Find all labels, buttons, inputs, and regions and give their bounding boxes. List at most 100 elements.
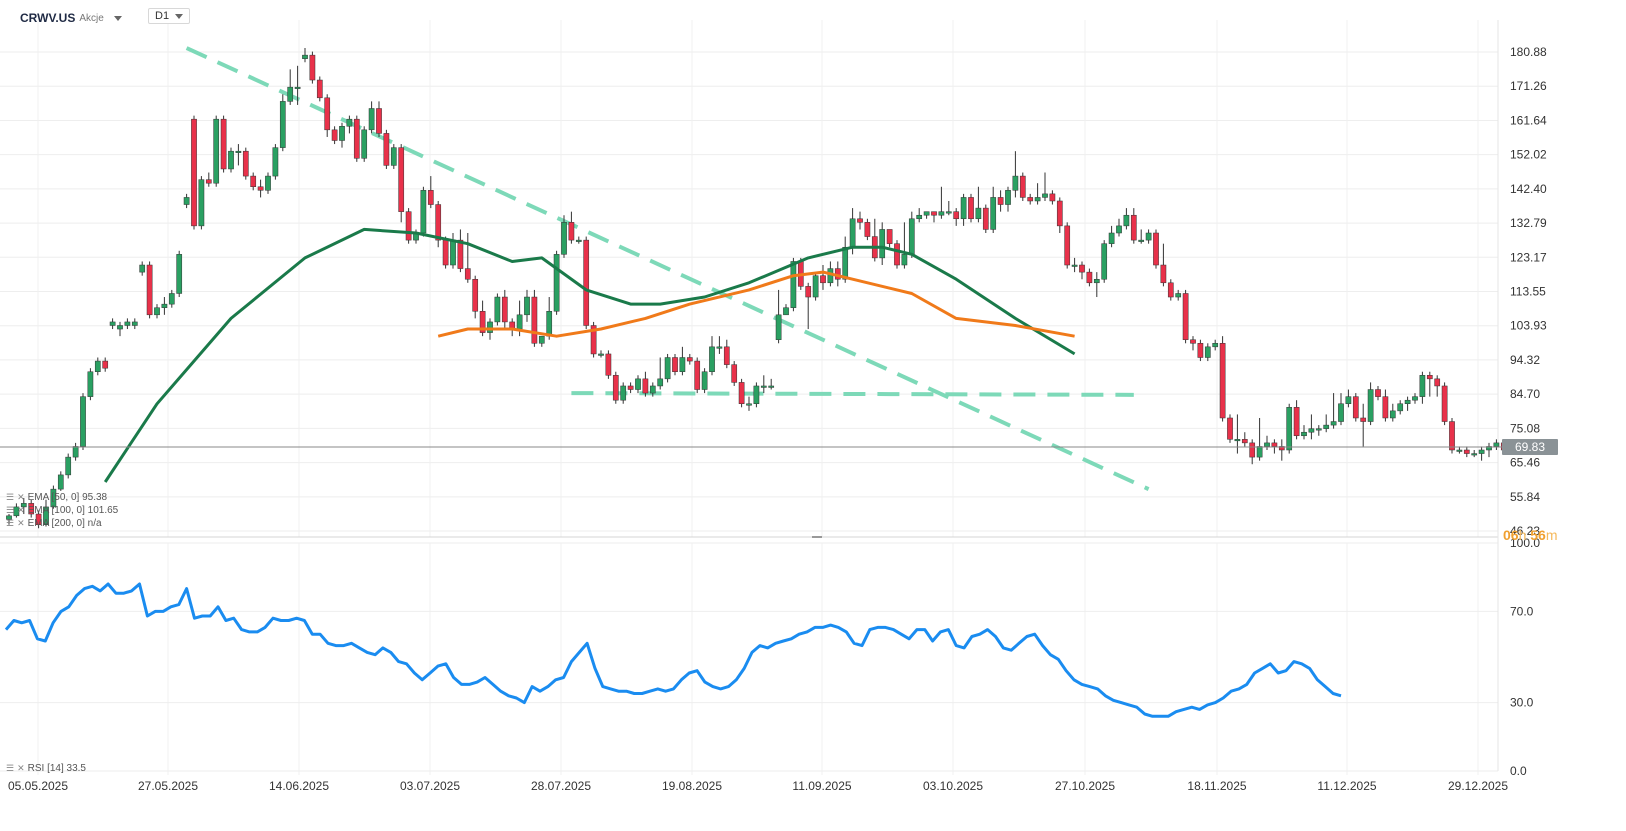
candle-body — [1227, 417, 1233, 440]
candle-body — [716, 346, 723, 349]
ema50-line — [103, 227, 1076, 483]
settings-icon[interactable]: ☰ — [6, 492, 15, 502]
candle-body — [272, 147, 279, 177]
candle-body — [346, 118, 353, 127]
candle-body — [154, 307, 160, 316]
candle-body — [1116, 225, 1122, 234]
candle-body — [457, 239, 464, 269]
candle-body — [938, 211, 945, 216]
candle-body — [1360, 417, 1367, 422]
legend-ema50-label: EMA [50, 0] 95.38 — [27, 492, 108, 503]
legend-rsi: ☰ ✕ RSI [14] 33.5 — [6, 763, 86, 774]
candle-body — [1419, 375, 1426, 397]
trendline-descending[interactable] — [185, 46, 1150, 491]
candle-body — [923, 211, 930, 216]
candle-body — [464, 268, 471, 280]
candle-body — [524, 296, 530, 316]
date-tick-label: 05.05.2025 — [8, 779, 68, 793]
symbol-name: CRWV.US — [20, 11, 76, 25]
candle-body — [731, 364, 738, 383]
settings-icon[interactable]: ☰ — [6, 518, 15, 528]
candle-body — [768, 385, 775, 388]
candle-body — [87, 371, 94, 397]
trendline-support-resistance[interactable] — [571, 391, 1134, 397]
candle-body — [28, 503, 35, 515]
candle-body — [191, 118, 197, 227]
legend-rsi-label: RSI [14] 33.5 — [27, 763, 86, 774]
candle-body — [1375, 389, 1381, 397]
candle-body — [894, 243, 900, 266]
price-tick-label: 65.46 — [1510, 456, 1540, 470]
candle-body — [1175, 293, 1182, 298]
candle-body — [1056, 200, 1063, 227]
legend-ema100: ☰ ✕ EMA [100, 0] 101.65 — [6, 505, 118, 516]
candle-body — [657, 378, 664, 387]
timeframe-selector[interactable]: D1 — [148, 8, 190, 24]
rsi-tick-label: 100.0 — [1510, 536, 1540, 550]
price-tick-label: 132.79 — [1510, 216, 1547, 230]
settings-icon[interactable]: ☰ — [6, 505, 15, 515]
candle-body — [753, 385, 760, 405]
close-icon[interactable]: ✕ — [17, 492, 25, 502]
candle-body — [294, 86, 301, 89]
candle-body — [1167, 282, 1174, 298]
candle-body — [820, 275, 826, 284]
candle-body — [102, 360, 109, 369]
chevron-down-icon[interactable] — [113, 15, 122, 21]
candle-body — [242, 150, 249, 177]
candle-body — [324, 97, 331, 131]
candle-body — [1404, 399, 1411, 405]
candle-body — [1219, 343, 1226, 419]
candle-body — [1345, 396, 1352, 405]
candle-body — [1471, 453, 1478, 456]
countdown-hours-unit: h — [1518, 527, 1527, 543]
candle-body — [420, 190, 427, 234]
candle-body — [1034, 197, 1041, 202]
price-tick-label: 161.64 — [1510, 113, 1547, 127]
candle-body — [405, 211, 412, 241]
candle-body — [43, 506, 49, 525]
candle-body — [72, 446, 79, 458]
chevron-down-icon[interactable] — [175, 13, 184, 19]
close-icon[interactable]: ✕ — [17, 763, 25, 773]
candle-body — [257, 186, 264, 191]
settings-icon[interactable]: ☰ — [6, 763, 15, 773]
candle-body — [50, 488, 57, 508]
candle-body — [1456, 449, 1463, 452]
candle-body — [109, 321, 116, 326]
candle-body — [35, 513, 42, 525]
candle-body — [168, 293, 175, 305]
candle-body — [790, 261, 797, 308]
price-tick-label: 55.84 — [1510, 490, 1540, 504]
candle-body — [723, 346, 730, 365]
symbol-selector[interactable]: CRWV.US Akcje — [20, 8, 122, 28]
candle-body — [1182, 293, 1189, 340]
candle-body — [487, 321, 493, 333]
candle-body — [709, 346, 715, 372]
candle-body — [1486, 446, 1492, 451]
price-tick-label: 123.17 — [1510, 250, 1547, 264]
candle-body — [1449, 421, 1455, 451]
candle-body — [139, 264, 146, 273]
close-icon[interactable]: ✕ — [17, 505, 25, 515]
close-icon[interactable]: ✕ — [17, 518, 25, 528]
candle-body — [1153, 232, 1159, 266]
candle-body — [1086, 271, 1093, 284]
candle-body — [908, 218, 915, 255]
candle-body — [250, 175, 257, 188]
candle-body — [228, 150, 234, 170]
candle-body — [746, 403, 752, 406]
candle-body — [442, 239, 449, 266]
candle-body — [398, 147, 405, 212]
candle-body — [198, 179, 205, 227]
candle-body — [738, 382, 745, 405]
candle-body — [701, 371, 708, 390]
candle-body — [975, 207, 982, 220]
candle-body — [1412, 396, 1418, 401]
candle-body — [694, 360, 701, 390]
countdown-minutes: 56 — [1530, 527, 1546, 543]
trendlines[interactable] — [185, 46, 1150, 491]
candle-body — [1256, 446, 1263, 458]
candle-body — [479, 311, 486, 333]
